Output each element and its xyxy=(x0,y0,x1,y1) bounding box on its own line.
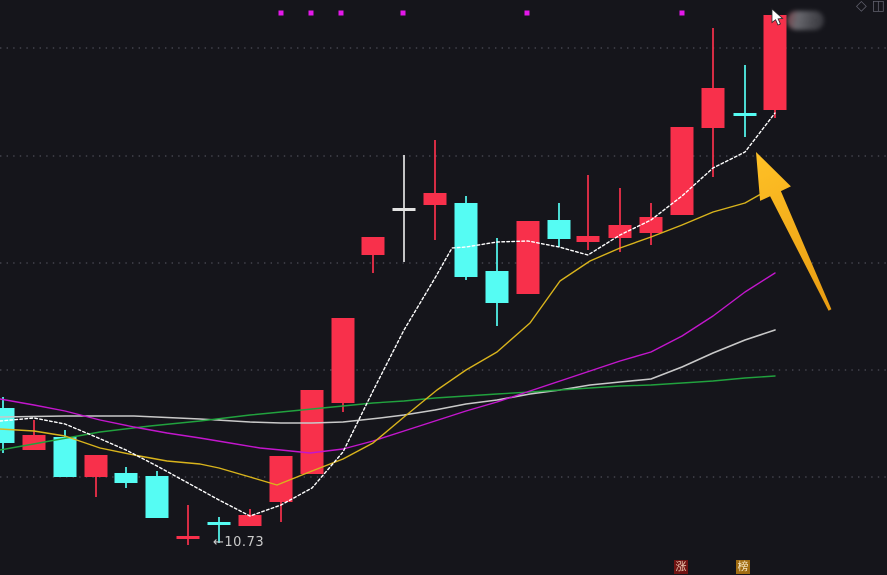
event-dot xyxy=(308,10,314,16)
candle-body xyxy=(547,220,571,239)
event-dot xyxy=(338,10,344,16)
event-dot xyxy=(400,10,406,16)
candle-body xyxy=(0,408,15,443)
badge-bang[interactable]: 榜 xyxy=(736,560,750,574)
candle-body xyxy=(361,237,385,255)
candle-body xyxy=(145,476,169,518)
candle-body xyxy=(701,88,725,128)
candle-body xyxy=(485,271,509,303)
candle-body xyxy=(733,113,757,116)
mouse-cursor xyxy=(771,8,784,26)
candle-body xyxy=(670,127,694,215)
ma-magenta xyxy=(0,272,776,454)
arrow-annotation xyxy=(756,152,832,311)
candle-body xyxy=(576,236,600,242)
candle-body xyxy=(84,455,108,477)
candle-body xyxy=(114,473,138,483)
badge-zhang[interactable]: 涨 xyxy=(674,560,688,574)
candle-body xyxy=(207,522,231,525)
candle-body xyxy=(516,221,540,294)
candle-body xyxy=(176,536,200,539)
candle-body xyxy=(454,203,478,277)
ma-white xyxy=(0,112,776,517)
event-dot xyxy=(278,10,284,16)
candle-body xyxy=(392,208,416,211)
candle-body xyxy=(300,390,324,474)
candle-body xyxy=(269,456,293,502)
candle-body xyxy=(608,225,632,238)
candle-body xyxy=(639,217,663,233)
candle-body xyxy=(331,318,355,403)
header-toolbar: ◇ ◫ xyxy=(856,0,885,15)
candle-body xyxy=(423,193,447,205)
blurred-stock-label xyxy=(787,11,824,30)
ma-green xyxy=(0,375,776,451)
candle-body xyxy=(763,15,787,110)
candle-body xyxy=(22,435,46,450)
low-price-label: ←10.73 xyxy=(213,535,265,550)
candle-body xyxy=(53,437,77,477)
candle-body xyxy=(238,515,262,526)
diamond-icon[interactable]: ◇ xyxy=(855,0,867,14)
panel-toggle-icon[interactable]: ◫ xyxy=(871,0,885,14)
event-dot xyxy=(679,10,685,16)
ma-grey xyxy=(0,329,776,424)
ma-yellow xyxy=(0,185,776,486)
event-dot xyxy=(524,10,530,16)
